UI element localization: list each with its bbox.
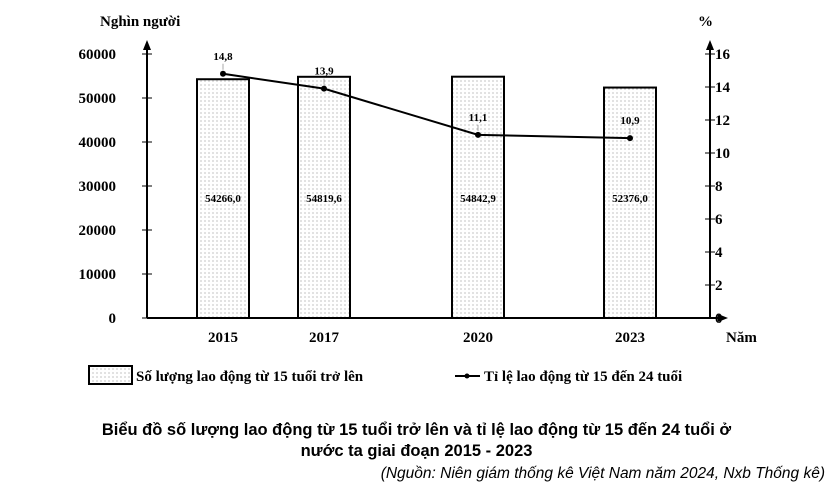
line-series — [222, 72, 631, 140]
x-tick-label: 2020 — [463, 330, 493, 346]
line-point — [627, 135, 633, 142]
line-value-label: 14,8 — [213, 51, 233, 63]
bar — [451, 75, 505, 319]
y-right-tick-label: 12 — [715, 113, 730, 129]
line-point — [321, 85, 327, 92]
y-right-tick-label: 10 — [715, 146, 730, 162]
y-left-tick-label: 20000 — [79, 223, 117, 239]
y-right-tick-label: 2 — [715, 278, 723, 294]
line-point — [475, 131, 481, 138]
bar — [603, 86, 657, 320]
x-axis-arrow-icon — [718, 314, 728, 322]
chart-title-line2: nước ta giai đoạn 2015 - 2023 — [300, 442, 533, 460]
bar-value-label: 54819,6 — [306, 193, 342, 205]
y-left-tick-label: 10000 — [79, 267, 117, 283]
y-left-tick-label: 30000 — [79, 179, 117, 195]
y-left-label: Nghìn người — [100, 14, 180, 30]
bar-value-label: 52376,0 — [612, 193, 648, 205]
y-right-tick-label: 14 — [715, 80, 731, 96]
x-axis-label: Năm — [726, 330, 757, 346]
line-point — [220, 70, 226, 77]
line-value-label: 10,9 — [620, 115, 640, 127]
x-tick-label: 2023 — [615, 330, 645, 346]
y-left-tick-label: 60000 — [79, 47, 117, 63]
y-right-label: % — [698, 14, 713, 30]
line-value-label: 11,1 — [469, 112, 488, 124]
y-right-tick-label: 6 — [715, 212, 723, 228]
combo-chart: Nghìn người % Năm 0 10000 20000 30000 40000 5… — [79, 14, 757, 385]
bar — [196, 78, 250, 319]
y-right-tick-label: 0 — [715, 311, 723, 327]
x-tick-label: 2015 — [208, 330, 238, 346]
y-left-tick-label: 40000 — [79, 135, 117, 151]
y-left-arrow-icon — [143, 40, 151, 50]
y-right-arrow-icon — [706, 40, 714, 50]
legend-line-label: Tỉ lệ lao động từ 15 đến 24 tuổi — [484, 369, 682, 385]
y-left-tick-label: 50000 — [79, 91, 117, 107]
legend-line-marker — [464, 373, 470, 379]
y-right-tick-label: 8 — [715, 179, 723, 195]
x-tick-label: 2017 — [309, 330, 340, 346]
chart-title-line1: Biểu đồ số lượng lao động từ 15 tuổi trở… — [101, 421, 732, 439]
y-right-tick-label: 16 — [715, 47, 731, 63]
y-left-tick-label: 0 — [109, 311, 117, 327]
bar-value-label: 54266,0 — [205, 193, 241, 205]
y-right-tick-label: 4 — [715, 245, 723, 261]
chart-source: (Nguồn: Niên giám thống kê Việt Nam năm … — [380, 465, 825, 482]
legend-bar-label: Số lượng lao động từ 15 tuổi trở lên — [136, 369, 364, 385]
bar — [297, 75, 351, 319]
bar-value-label: 54842,9 — [460, 193, 496, 205]
line-value-label: 13,9 — [314, 66, 334, 78]
legend-bar-swatch — [88, 365, 133, 385]
